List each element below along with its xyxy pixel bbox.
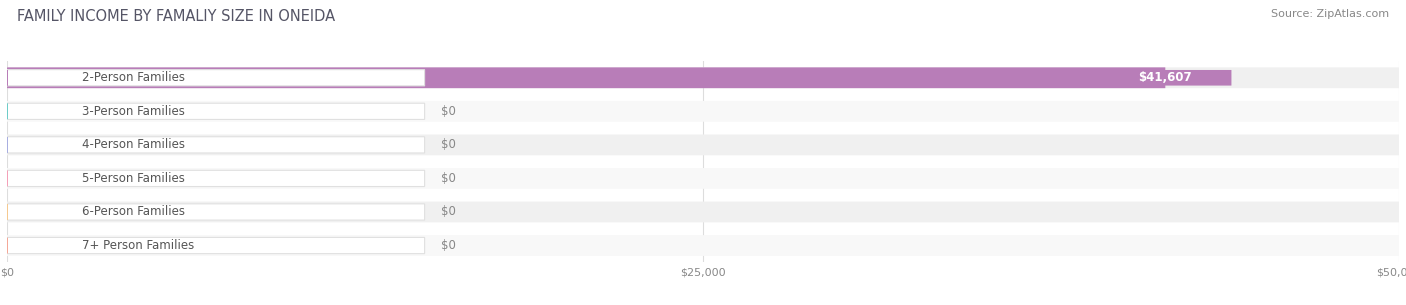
Text: $0: $0 bbox=[441, 138, 456, 151]
FancyBboxPatch shape bbox=[7, 67, 1399, 88]
Text: 7+ Person Families: 7+ Person Families bbox=[82, 239, 194, 252]
FancyBboxPatch shape bbox=[7, 103, 425, 120]
Text: $0: $0 bbox=[441, 172, 456, 185]
FancyBboxPatch shape bbox=[7, 135, 1399, 155]
Text: $0: $0 bbox=[441, 105, 456, 118]
FancyBboxPatch shape bbox=[1099, 70, 1232, 86]
Text: 6-Person Families: 6-Person Families bbox=[82, 206, 186, 218]
FancyBboxPatch shape bbox=[7, 204, 425, 220]
FancyBboxPatch shape bbox=[7, 202, 1399, 222]
Text: 3-Person Families: 3-Person Families bbox=[82, 105, 186, 118]
FancyBboxPatch shape bbox=[7, 137, 425, 153]
Text: FAMILY INCOME BY FAMALIY SIZE IN ONEIDA: FAMILY INCOME BY FAMALIY SIZE IN ONEIDA bbox=[17, 9, 335, 24]
Text: 4-Person Families: 4-Person Families bbox=[82, 138, 186, 151]
FancyBboxPatch shape bbox=[7, 237, 425, 254]
FancyBboxPatch shape bbox=[7, 101, 1399, 122]
Text: 5-Person Families: 5-Person Families bbox=[82, 172, 186, 185]
Text: 2-Person Families: 2-Person Families bbox=[82, 71, 186, 84]
FancyBboxPatch shape bbox=[7, 170, 425, 187]
Text: $41,607: $41,607 bbox=[1139, 71, 1192, 84]
FancyBboxPatch shape bbox=[7, 235, 1399, 256]
FancyBboxPatch shape bbox=[7, 70, 425, 86]
Text: Source: ZipAtlas.com: Source: ZipAtlas.com bbox=[1271, 9, 1389, 19]
Text: $0: $0 bbox=[441, 239, 456, 252]
FancyBboxPatch shape bbox=[7, 168, 1399, 189]
FancyBboxPatch shape bbox=[7, 67, 1166, 88]
Text: $0: $0 bbox=[441, 206, 456, 218]
